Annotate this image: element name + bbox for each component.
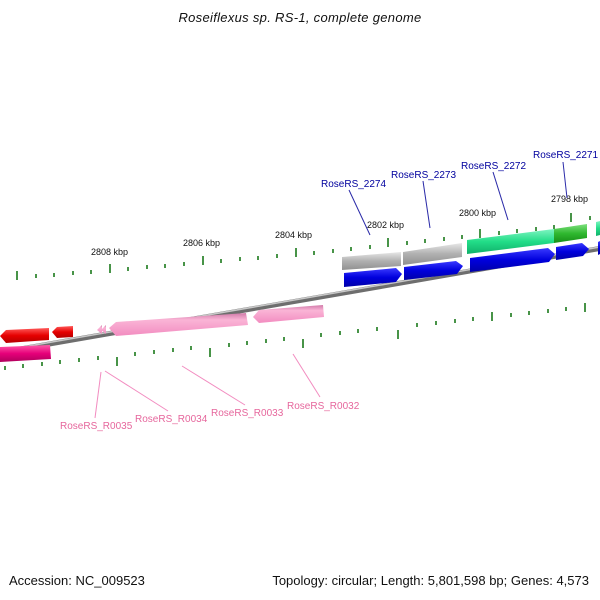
topology-label: Topology:	[272, 573, 328, 588]
forward-cds-row	[344, 241, 600, 287]
topology-value: circular	[331, 573, 374, 588]
gene-label-roseRS-R0033[interactable]: RoseRS_R0033	[211, 408, 284, 419]
scale-label-2802: 2802 kbp	[367, 220, 404, 230]
feature-green-1[interactable]	[467, 229, 554, 254]
forward-feature-row-outer	[342, 221, 600, 270]
scale-label-2804: 2804 kbp	[275, 230, 312, 240]
feature-red-1[interactable]	[0, 328, 49, 343]
scale-label-2806: 2806 kbp	[183, 238, 220, 248]
scale-label-2808: 2808 kbp	[91, 247, 128, 257]
reverse-feature-row-outer	[0, 345, 51, 362]
genes-label: Genes:	[510, 573, 553, 588]
length-value: 5,801,598 bp	[427, 573, 504, 588]
cds-roseRS-2272[interactable]	[470, 248, 555, 272]
reverse-label-leaders	[94, 353, 321, 419]
gene-label-roseRS-R0035[interactable]: RoseRS_R0035	[60, 421, 133, 432]
reverse-tick-track	[4, 303, 586, 370]
feature-pink-trna-1[interactable]	[97, 325, 102, 334]
feature-green-3[interactable]	[596, 221, 600, 236]
cds-roseRS-2273[interactable]	[404, 261, 463, 280]
accession-value: NC_009523	[75, 573, 145, 588]
forward-tick-track	[16, 213, 591, 280]
forward-label-leaders	[348, 161, 568, 236]
accession-info: Accession: NC_009523	[9, 573, 145, 588]
reverse-feature-row-inner	[0, 305, 324, 343]
cds-roseRS-2274[interactable]	[344, 268, 402, 287]
feature-red-2[interactable]	[52, 326, 73, 338]
feature-pink-short[interactable]	[253, 305, 324, 323]
feature-pink-trna-2[interactable]	[101, 325, 106, 334]
genes-value: 4,573	[556, 573, 589, 588]
accession-label: Accession:	[9, 573, 72, 588]
feature-green-2[interactable]	[554, 224, 587, 243]
gene-label-roseRS-2273[interactable]: RoseRS_2273	[391, 170, 456, 181]
length-label: Length:	[380, 573, 425, 588]
scale-label-2798: 2798 kbp	[551, 194, 588, 204]
gene-label-roseRS-R0034[interactable]: RoseRS_R0034	[135, 414, 208, 425]
feature-rrna-gray-1[interactable]	[342, 252, 401, 270]
page-title: Roseiflexus sp. RS-1, complete genome	[178, 10, 422, 25]
feature-magenta-1[interactable]	[0, 345, 51, 362]
gene-label-roseRS-R0032[interactable]: RoseRS_R0032	[287, 401, 360, 412]
feature-pink-long[interactable]	[109, 313, 248, 336]
genome-summary: Topology: circular; Length: 5,801,598 bp…	[272, 573, 589, 588]
gene-label-roseRS-2272[interactable]: RoseRS_2272	[461, 161, 526, 172]
cds-roseRS-2271[interactable]	[556, 243, 589, 260]
feature-rrna-gray-2[interactable]	[403, 243, 462, 265]
scale-label-2800: 2800 kbp	[459, 208, 496, 218]
gene-label-roseRS-2274[interactable]: RoseRS_2274	[321, 179, 386, 190]
gene-label-roseRS-2271[interactable]: RoseRS_2271	[533, 150, 598, 161]
